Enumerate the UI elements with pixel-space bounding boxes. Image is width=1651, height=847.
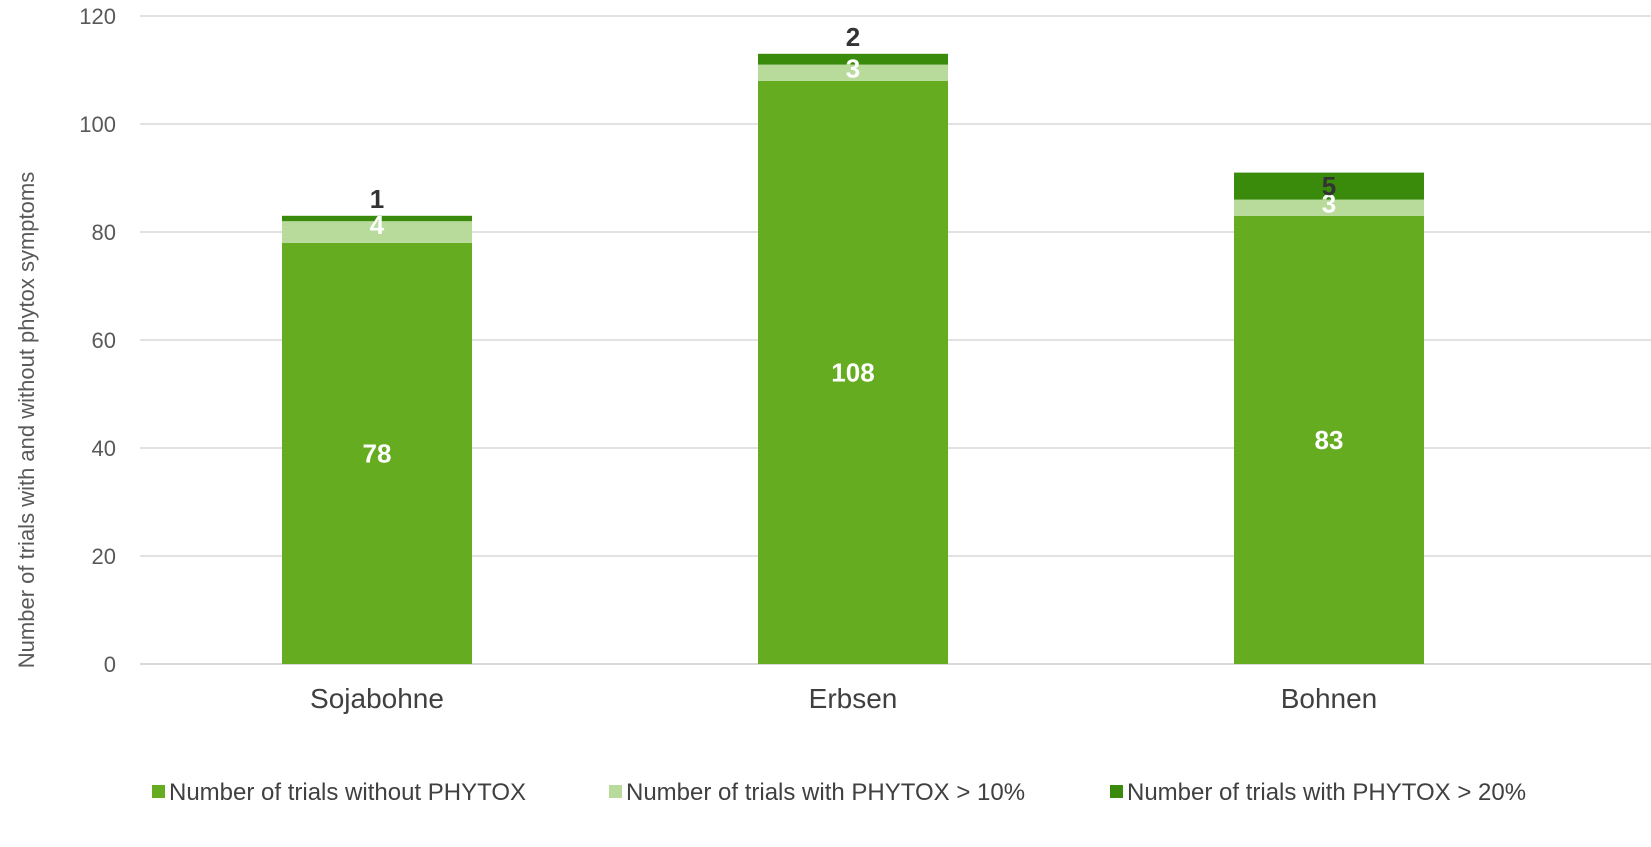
- legend-swatch: [609, 785, 622, 798]
- bar-segment: [758, 53, 948, 65]
- data-label: 83: [1315, 425, 1344, 455]
- bar-segment: [1234, 172, 1424, 200]
- data-label: 5: [1322, 171, 1336, 201]
- y-tick-label: 40: [92, 436, 116, 461]
- x-category-label: Bohnen: [1281, 683, 1378, 714]
- y-axis-title: Number of trials with and without phytox…: [14, 172, 39, 668]
- data-label: 4: [370, 210, 385, 240]
- data-label: 78: [363, 438, 392, 468]
- x-axis-categories: Sojabohne Erbsen Bohnen: [310, 683, 1377, 714]
- bars: [282, 53, 1424, 665]
- data-label: 2: [846, 22, 860, 52]
- bar-segment: [282, 215, 472, 222]
- legend-label: Number of trials with PHYTOX > 20%: [1127, 779, 1526, 806]
- y-tick-label: 100: [79, 112, 116, 137]
- data-label: 108: [831, 357, 874, 387]
- bar-segment: [758, 64, 948, 81]
- y-tick-label: 0: [104, 652, 116, 677]
- x-category-label: Erbsen: [809, 683, 898, 714]
- y-tick-label: 60: [92, 328, 116, 353]
- legend: Number of trials without PHYTOX Number of…: [152, 779, 1526, 806]
- bar-segment: [282, 242, 472, 665]
- y-tick-label: 120: [79, 4, 116, 29]
- legend-label: Number of trials with PHYTOX > 10%: [626, 779, 1025, 806]
- y-tick-label: 80: [92, 220, 116, 245]
- data-label: 1: [370, 184, 384, 214]
- legend-swatch: [1110, 785, 1123, 798]
- x-category-label: Sojabohne: [310, 683, 444, 714]
- y-axis-ticks: 0 20 40 60 80 100 120: [79, 4, 116, 677]
- data-label: 3: [846, 54, 860, 84]
- legend-swatch: [152, 785, 165, 798]
- legend-label: Number of trials without PHYTOX: [169, 779, 526, 806]
- bar-segment: [758, 80, 948, 665]
- bar-segment: [1234, 199, 1424, 216]
- bar-segment: [1234, 215, 1424, 665]
- data-label: 3: [1322, 189, 1336, 219]
- y-tick-label: 20: [92, 544, 116, 569]
- bar-segment: [282, 221, 472, 243]
